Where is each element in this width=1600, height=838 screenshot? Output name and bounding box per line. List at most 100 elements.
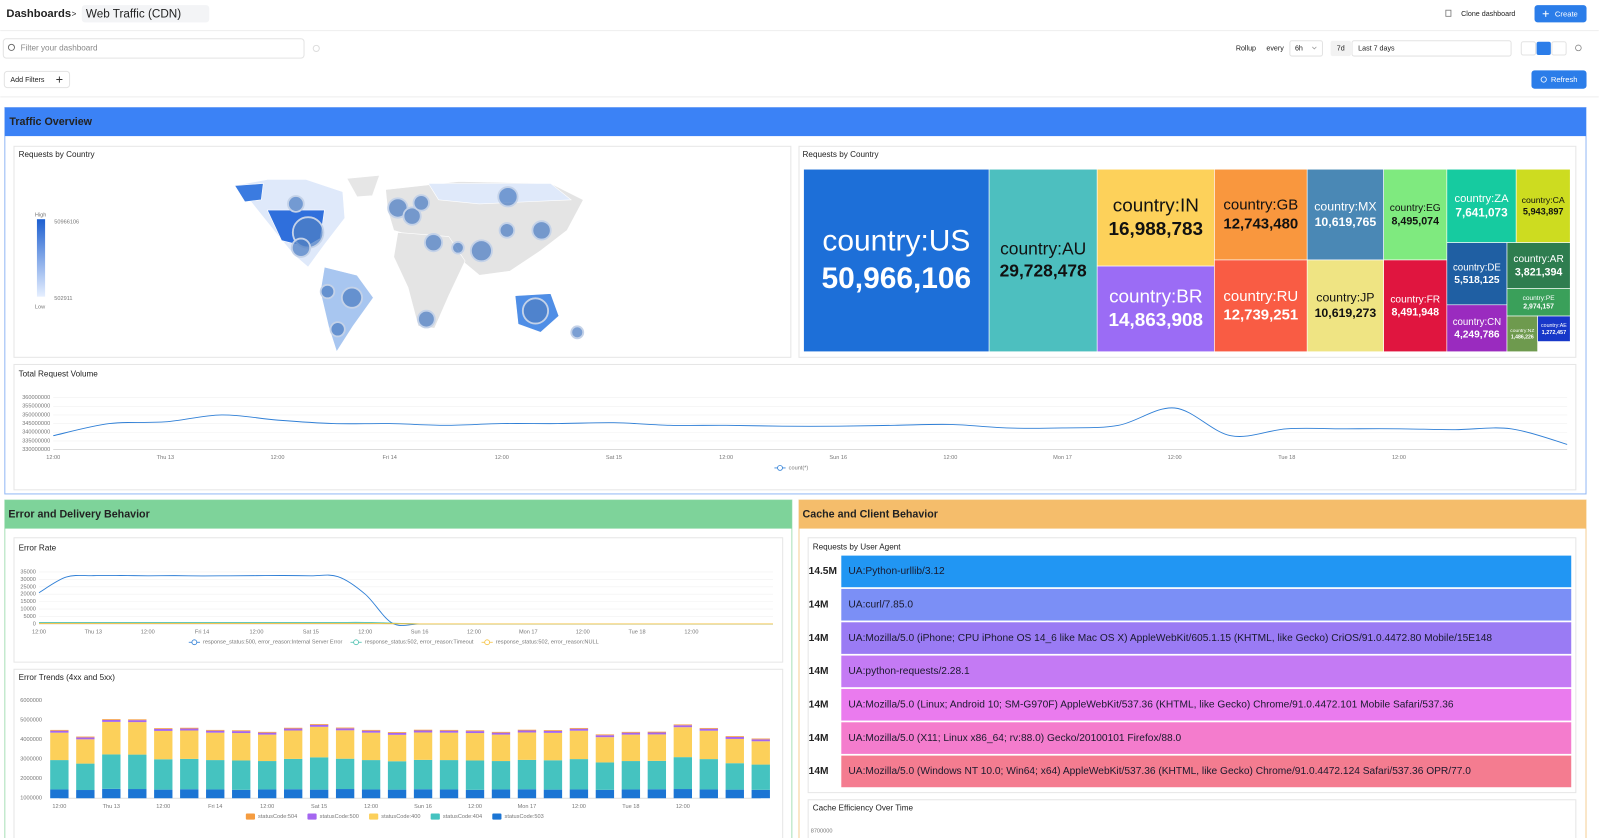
section-header[interactable] [4, 500, 792, 529]
treemap-cell [803, 168, 990, 353]
treemap-value: 3,821,394 [1515, 266, 1563, 278]
bar-segment [725, 789, 744, 799]
dashboard-name-box[interactable] [81, 5, 210, 23]
bar-segment [517, 732, 537, 760]
refresh-label[interactable]: Refresh [1551, 75, 1578, 84]
bar-segment [413, 789, 433, 799]
bar-segment [647, 731, 667, 733]
x-tick-label: Tue 18 [1278, 455, 1295, 461]
map-bubble [570, 325, 585, 340]
x-tick-label: 12:00 [495, 455, 509, 461]
dashboard-name[interactable]: Web Traffic (CDN) [86, 7, 181, 20]
range-short[interactable]: 7d [1337, 44, 1345, 52]
bar-value-label: 14M [809, 699, 829, 710]
bar-label: UA:Mozilla/5.0 (Linux; Android 10; SM-G9… [848, 699, 1453, 710]
filter-placeholder[interactable]: Filter your dashboard [21, 44, 98, 53]
panel-title: Requests by Country [803, 150, 880, 159]
y-tick-label: 340000000 [22, 430, 50, 436]
range-label[interactable]: Last 7 days [1358, 44, 1395, 52]
bar-label: UA:Python-urllib/3.12 [848, 566, 945, 577]
bar-segment [491, 732, 511, 735]
bar-segment [465, 760, 485, 790]
legend-max: 50966106 [54, 220, 79, 226]
clone-button[interactable]: Clone dashboard [1461, 10, 1515, 18]
bar-segment [206, 729, 225, 731]
map-bubble [290, 237, 312, 258]
zoom-icon[interactable] [1575, 44, 1582, 52]
section-title: Error and Delivery Behavior [8, 509, 149, 521]
x-tick-label: 12:00 [141, 630, 155, 636]
legend-swatch [245, 813, 256, 820]
map-bubble [417, 309, 436, 329]
view-toggle[interactable] [1520, 41, 1537, 56]
create-button[interactable] [1534, 5, 1587, 23]
bar-segment [387, 734, 407, 762]
bar-segment [699, 789, 718, 799]
bar-segment [595, 762, 615, 790]
create-label[interactable]: Create [1555, 9, 1578, 18]
clone-icon[interactable] [1445, 9, 1452, 17]
bar-segment [154, 728, 173, 731]
bar-segment [647, 760, 667, 790]
bar-segment [102, 754, 121, 789]
bar-segment [387, 732, 407, 735]
rollup-value[interactable]: 6h [1295, 44, 1303, 52]
x-tick-label: 12:00 [52, 804, 66, 810]
section-header[interactable] [798, 500, 1587, 529]
filter-input[interactable] [2, 38, 305, 59]
bar-segment [232, 760, 251, 790]
treemap-cell [1214, 168, 1308, 261]
bar-segment [569, 730, 589, 760]
bar-segment [543, 732, 563, 761]
bar [841, 755, 1572, 788]
x-tick-label: Thu 13 [85, 630, 102, 636]
map-bubble [412, 194, 430, 212]
bar-segment [751, 764, 770, 790]
bar-value-label: 14M [809, 766, 829, 777]
bar-segment [413, 732, 433, 760]
bar-segment [725, 763, 744, 790]
treemap-label: country:RU [1223, 288, 1298, 305]
bar-segment [154, 759, 173, 790]
bar-segment [387, 732, 407, 733]
info-icon[interactable] [312, 44, 320, 52]
treemap-cell [1515, 168, 1571, 243]
x-tick-label: Fri 14 [383, 455, 397, 461]
legend-label: response_status:500, error_reason:Intern… [203, 640, 342, 646]
panel-title: Total Request Volume [19, 369, 99, 378]
bar-segment [439, 732, 459, 761]
map-bubble [521, 297, 550, 325]
breadcrumb[interactable]: Dashboards [6, 8, 71, 20]
x-tick-label: 12:00 [358, 630, 372, 636]
bar-segment [283, 758, 303, 790]
bar-segment [491, 734, 511, 762]
bar-segment [206, 732, 225, 761]
bar-value-label: 14M [809, 599, 829, 610]
view-toggle[interactable] [1551, 41, 1567, 56]
breadcrumb-separator: > [72, 9, 77, 18]
panel-title: Error Trends (4xx and 5xx) [19, 673, 116, 682]
add-filters-button[interactable] [3, 70, 71, 89]
add-filters-label[interactable]: Add Filters [10, 76, 44, 84]
bar-segment [413, 759, 433, 790]
panel-title: Requests by User Agent [813, 543, 902, 552]
x-tick-label: Sun 16 [411, 630, 429, 636]
rollup-select[interactable] [1289, 40, 1323, 57]
bar-segment [128, 720, 147, 723]
refresh-button[interactable] [1531, 70, 1587, 89]
map-bubble [329, 321, 346, 338]
view-toggle-active[interactable] [1536, 41, 1551, 56]
map-bubble [319, 283, 336, 300]
bar-segment [309, 726, 329, 758]
bar-segment [621, 731, 641, 733]
treemap-label: country:DE [1453, 262, 1501, 273]
range-input[interactable] [1351, 40, 1512, 57]
treemap-label: country:CA [1522, 195, 1565, 205]
range-short-box[interactable] [1330, 40, 1352, 57]
bar-segment [76, 790, 95, 799]
y-tick-label: 2000000 [20, 776, 42, 782]
rollup-label: Rollup [1236, 44, 1256, 52]
section-header[interactable] [4, 107, 1587, 137]
bar-segment [361, 730, 381, 733]
bar-segment [543, 730, 563, 731]
